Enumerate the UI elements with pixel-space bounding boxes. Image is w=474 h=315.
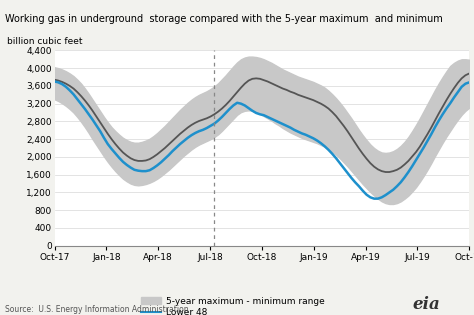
Text: Working gas in underground  storage compared with the 5-year maximum  and minimu: Working gas in underground storage compa… (5, 14, 443, 24)
Text: eia: eia (412, 296, 440, 313)
Legend: 5-year maximum - minimum range, Lower 48, 5-year average: 5-year maximum - minimum range, Lower 48… (137, 293, 328, 315)
Text: Source:  U.S. Energy Information Administration: Source: U.S. Energy Information Administ… (5, 305, 188, 314)
Text: billion cubic feet: billion cubic feet (7, 37, 82, 47)
